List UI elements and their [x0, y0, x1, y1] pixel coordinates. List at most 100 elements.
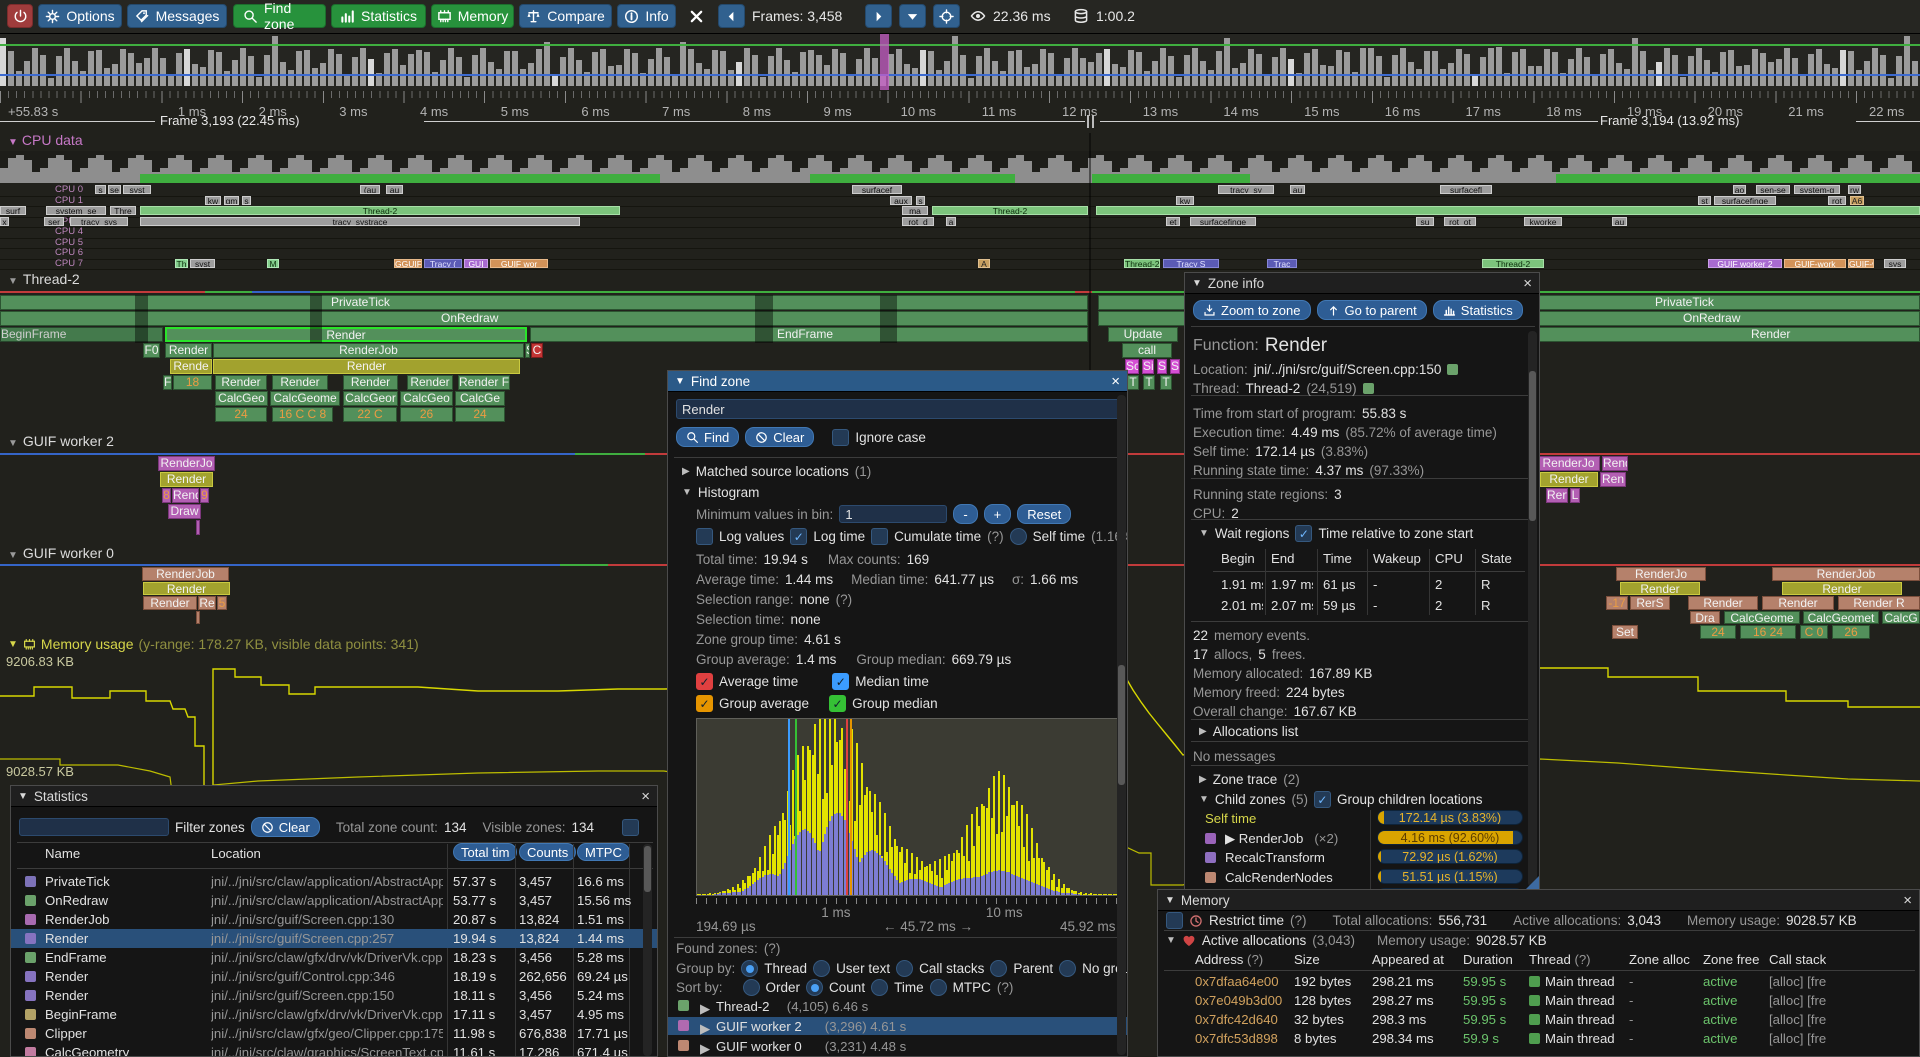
zone[interactable]: S	[1170, 359, 1180, 374]
radio[interactable]	[990, 960, 1008, 977]
zone[interactable]: Render	[165, 343, 212, 358]
cpu-zone[interactable]: Th	[175, 258, 188, 268]
memory-alloc-row[interactable]: 0x7dfaa64e00 192 bytes 298.21 ms 59.95 s Mai…	[1158, 972, 1919, 991]
cpu-zone[interactable]: GGUIF	[394, 258, 422, 268]
cpu-zone[interactable]: et	[1166, 216, 1180, 226]
zone[interactable]: BeginFrame	[0, 327, 163, 342]
zone[interactable]: F	[163, 375, 172, 390]
zone[interactable]: Render	[143, 581, 230, 595]
zone[interactable]: CalcGeome	[1724, 610, 1800, 624]
zone[interactable]: RenderJo	[1537, 456, 1600, 471]
cpu-zone[interactable]: kworke	[1524, 216, 1562, 226]
zone[interactable]: Draw	[168, 504, 201, 519]
close-icon[interactable]: ×	[1111, 372, 1120, 390]
cpu-zone[interactable]: kw	[1176, 195, 1194, 205]
checkbox[interactable]	[1166, 912, 1183, 929]
find-zone-search-input[interactable]: Render	[676, 399, 1121, 419]
radio[interactable]	[741, 960, 759, 977]
checkbox[interactable]: ✓	[1313, 791, 1331, 808]
cpu-zone[interactable]: kw	[205, 195, 221, 205]
zone[interactable]	[196, 520, 200, 535]
cpu-zone[interactable]: ao	[1733, 185, 1746, 194]
zone[interactable]: 16 C C 8	[272, 407, 333, 422]
cpu-zone[interactable]: GUIF-work	[1784, 258, 1846, 268]
stats-row-endframe[interactable]: EndFrame jni/../jni/src/claw/gfx/drv/vk/D…	[11, 948, 657, 967]
button-clear[interactable]: Clear	[250, 817, 320, 837]
zone[interactable]: 18	[173, 375, 212, 390]
stats-row-render[interactable]: Render jni/../jni/src/guif/Control.cpp:34…	[11, 967, 657, 986]
zone[interactable]: 26	[1832, 625, 1870, 639]
cpu-zone[interactable]: GUI	[464, 258, 488, 268]
cpu-zone[interactable]: Thread-2	[140, 206, 620, 215]
zone[interactable]: Rend	[1602, 456, 1628, 471]
zone[interactable]: CalcGe	[455, 391, 505, 406]
zone[interactable]: Render	[165, 327, 527, 342]
toolbar-button-memory[interactable]: Memory	[431, 4, 514, 28]
cpu-zone[interactable]: Tracy (	[424, 258, 462, 268]
cpu-zone[interactable]: surfacefinge	[1190, 216, 1256, 226]
zone[interactable]	[196, 610, 200, 624]
button-statistics[interactable]: Statistics	[1432, 300, 1523, 320]
zone[interactable]: Ren	[1600, 472, 1626, 487]
cpu-data-section-label[interactable]: ▼ CPU data	[8, 132, 83, 148]
find-zone-histogram[interactable]	[696, 718, 1120, 896]
button-zoom-to-zone[interactable]: Zoom to zone	[1193, 300, 1311, 320]
cpu-zone[interactable]: A	[978, 258, 990, 268]
zone-info-scrollbar[interactable]	[1528, 331, 1537, 887]
zone[interactable]: RenderJob	[213, 343, 524, 358]
frame-markers[interactable]: Frame 3,193 (22.45 ms) Frame 3,194 (13.92…	[0, 113, 1920, 130]
cpu-zone[interactable]: surfacef	[852, 185, 902, 194]
cpu-zone[interactable]: gm	[224, 195, 239, 205]
child-time-bar[interactable]: 4.16 ms (92.60%)	[1377, 829, 1523, 845]
zone[interactable]: CalcGeo	[215, 391, 268, 406]
zone[interactable]: Render	[1450, 327, 1920, 342]
zone[interactable]: Render	[1540, 472, 1598, 487]
zone[interactable]: Render	[407, 375, 453, 390]
find-zone-group-thread-2[interactable]: ▶ Thread-2 (4,105) 6.46 s	[668, 997, 1127, 1016]
find-zone-group-guif-worker-0[interactable]: ▶ GUIF worker 0 (3,231) 4.48 s	[668, 1037, 1127, 1056]
cpu-zone[interactable]: syst	[123, 185, 151, 194]
radio[interactable]	[1009, 528, 1027, 545]
cpu-zone[interactable]: surfacefinge	[1714, 195, 1776, 205]
cpu-zone[interactable]: (au	[360, 185, 380, 194]
checkbox[interactable]: ✓	[790, 528, 808, 545]
frame-label-2[interactable]: Frame 3,194 (13.92 ms)	[1600, 113, 1740, 128]
legend-checkbox[interactable]: ✓	[832, 673, 850, 690]
cpu-zone[interactable]: syst	[190, 258, 215, 268]
zone[interactable]: call	[1122, 343, 1172, 358]
radio[interactable]	[742, 979, 760, 996]
zone[interactable]: C 0	[1800, 625, 1828, 639]
collapse-icon[interactable]: ▼	[1192, 277, 1202, 289]
zone[interactable]: -17	[1606, 596, 1628, 610]
toolbar-button-find-zone[interactable]: Find zone	[233, 0, 326, 32]
statistics-titlebar[interactable]: ▼ Statistics ×	[11, 786, 657, 807]
memory-alloc-row[interactable]: 0x7dfc53d898 8 bytes 298.34 ms 59.9 s Main t…	[1158, 1029, 1919, 1048]
legend-checkbox[interactable]: ✓	[829, 695, 847, 712]
child-time-bar[interactable]: 72.92 µs (1.62%)	[1377, 849, 1523, 864]
zone[interactable]: 5	[217, 596, 227, 610]
zone[interactable]: RenderJo	[158, 456, 215, 471]
find-zone-scrollbar[interactable]	[1117, 395, 1126, 1055]
zone[interactable]: S	[1157, 359, 1167, 374]
memory-titlebar[interactable]: ▼ Memory ×	[1158, 890, 1919, 911]
legend-checkbox[interactable]: ✓	[696, 673, 713, 690]
stats-row-calcgeometry[interactable]: CalcGeometry jni/../jni/src/claw/graphics…	[11, 1043, 657, 1056]
frame-label-1[interactable]: Frame 3,193 (22.45 ms)	[160, 113, 300, 128]
zone-info-scroll-thumb[interactable]	[1529, 371, 1536, 521]
cpu-zone[interactable]: ma	[902, 206, 928, 215]
zone[interactable]: Render	[143, 596, 197, 610]
stats-row-clipper[interactable]: Clipper jni/../jni/src/claw/gfx/geo/Clipp…	[11, 1024, 657, 1043]
cpu-zone[interactable]: au	[386, 185, 403, 194]
zone[interactable]: Render	[213, 359, 520, 374]
zone[interactable]: Render	[1762, 596, 1834, 610]
toolbar-button-statistics[interactable]: Statistics	[331, 4, 426, 28]
zone[interactable]: 9	[200, 488, 209, 503]
zone[interactable]: Rerf	[1546, 488, 1568, 503]
cpu-zone[interactable]: tracy_systrace	[140, 216, 580, 226]
button--[interactable]: -	[953, 504, 978, 524]
collapse-icon[interactable]: ▼	[675, 375, 685, 387]
current-frame-marker[interactable]	[880, 34, 889, 90]
zone[interactable]: Re	[198, 596, 216, 610]
cpu-zone[interactable]: sys	[1884, 258, 1906, 268]
cpu-zone[interactable]: GUIF worker 2	[1708, 258, 1782, 268]
